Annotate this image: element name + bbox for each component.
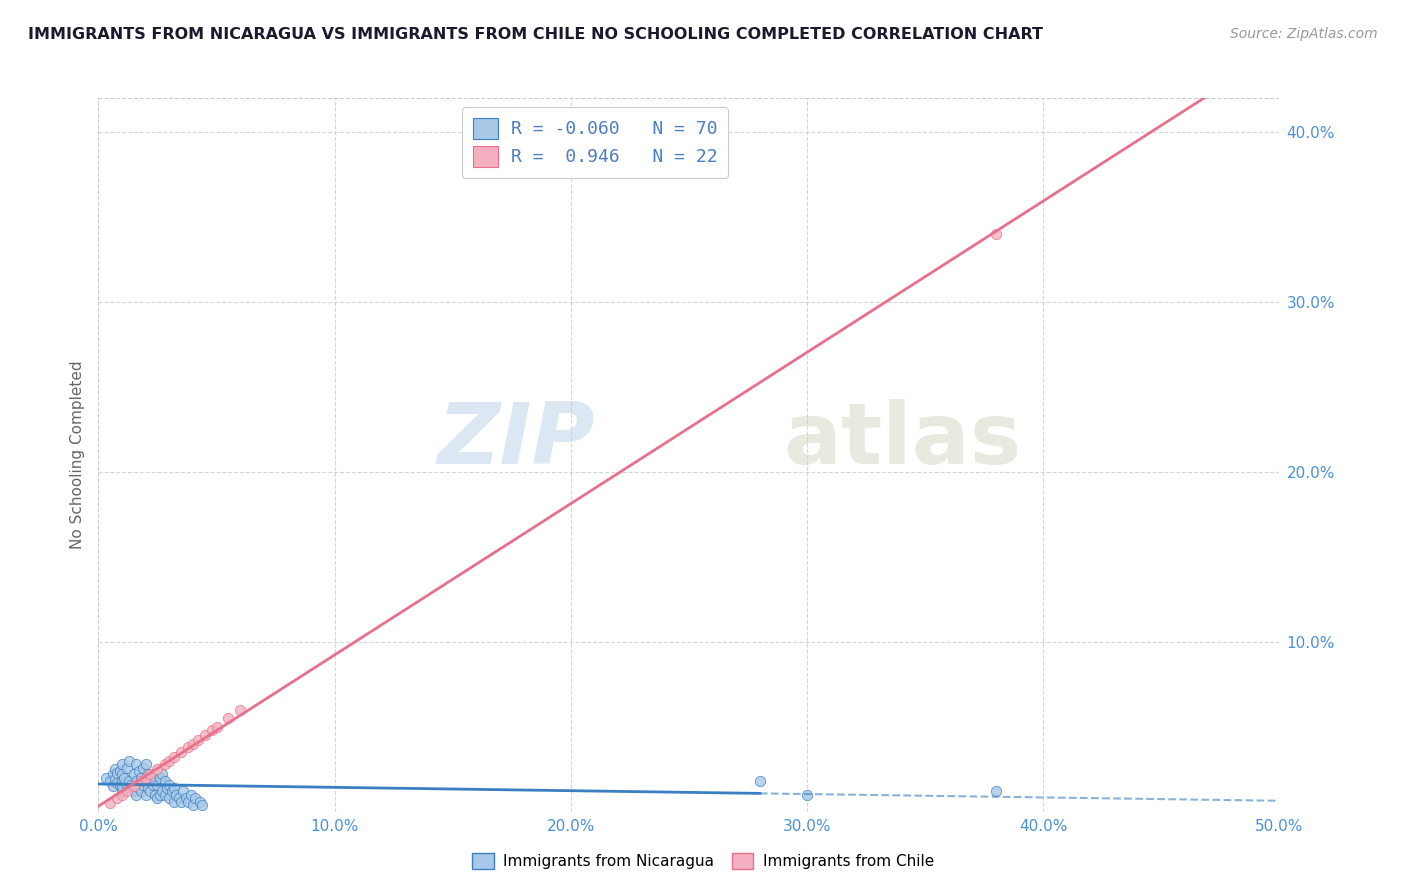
Point — [108, 778, 131, 792]
Point — [160, 784, 183, 798]
Point — [118, 754, 141, 768]
Point — [139, 771, 162, 785]
Point — [111, 757, 134, 772]
Point — [146, 778, 169, 792]
Point — [115, 784, 138, 798]
Point — [125, 757, 148, 772]
Point — [146, 762, 169, 776]
Point — [121, 778, 143, 792]
Point — [136, 780, 159, 795]
Point — [104, 762, 127, 776]
Point — [170, 745, 193, 759]
Point — [122, 779, 145, 793]
Point — [157, 791, 180, 805]
Point — [163, 750, 186, 764]
Point — [153, 757, 176, 772]
Point — [115, 780, 138, 795]
Point — [111, 779, 134, 793]
Legend: R = -0.060   N = 70, R =  0.946   N = 22: R = -0.060 N = 70, R = 0.946 N = 22 — [461, 107, 728, 178]
Point — [153, 774, 176, 789]
Point — [150, 767, 173, 781]
Point — [101, 767, 124, 781]
Point — [105, 791, 128, 805]
Point — [174, 791, 197, 805]
Point — [139, 784, 162, 798]
Text: ZIP: ZIP — [437, 399, 595, 483]
Point — [132, 778, 155, 792]
Point — [129, 784, 152, 798]
Point — [143, 774, 166, 789]
Point — [143, 788, 166, 802]
Point — [135, 774, 157, 789]
Point — [122, 767, 145, 781]
Point — [149, 788, 172, 802]
Point — [104, 772, 127, 787]
Point — [149, 771, 172, 785]
Point — [156, 780, 179, 795]
Point — [170, 795, 193, 809]
Point — [129, 774, 152, 789]
Point — [135, 757, 157, 772]
Point — [194, 728, 217, 742]
Point — [177, 795, 200, 809]
Text: Source: ZipAtlas.com: Source: ZipAtlas.com — [1230, 27, 1378, 41]
Point — [188, 795, 211, 809]
Point — [187, 733, 209, 747]
Point — [128, 780, 150, 795]
Y-axis label: No Schooling Completed: No Schooling Completed — [69, 360, 84, 549]
Point — [125, 774, 148, 789]
Point — [112, 771, 135, 785]
Point — [796, 788, 818, 802]
Point — [191, 797, 214, 812]
Point — [128, 764, 150, 778]
Text: IMMIGRANTS FROM NICARAGUA VS IMMIGRANTS FROM CHILE NO SCHOOLING COMPLETED CORREL: IMMIGRANTS FROM NICARAGUA VS IMMIGRANTS … — [28, 27, 1043, 42]
Point — [115, 760, 138, 774]
Point — [129, 771, 152, 785]
Point — [163, 780, 186, 795]
Point — [184, 791, 207, 805]
Point — [217, 711, 239, 725]
Point — [984, 227, 1007, 241]
Point — [132, 760, 155, 774]
Point — [135, 771, 157, 785]
Point — [135, 788, 157, 802]
Legend: Immigrants from Nicaragua, Immigrants from Chile: Immigrants from Nicaragua, Immigrants fr… — [465, 847, 941, 875]
Text: atlas: atlas — [783, 399, 1022, 483]
Point — [118, 774, 141, 789]
Point — [157, 754, 180, 768]
Point — [111, 788, 134, 802]
Point — [142, 778, 165, 792]
Point — [181, 737, 204, 751]
Point — [111, 774, 134, 789]
Point — [167, 791, 190, 805]
Point — [180, 788, 202, 802]
Point — [111, 784, 134, 798]
Point — [122, 784, 145, 798]
Point — [984, 784, 1007, 798]
Point — [108, 764, 131, 778]
Point — [153, 788, 176, 802]
Point — [136, 767, 159, 781]
Point — [163, 795, 186, 809]
Point — [177, 740, 200, 755]
Point — [157, 778, 180, 792]
Point — [150, 784, 173, 798]
Point — [229, 703, 252, 717]
Point — [111, 767, 134, 781]
Point — [181, 797, 204, 812]
Point — [98, 774, 121, 789]
Point — [205, 720, 228, 734]
Point — [139, 767, 162, 781]
Point — [94, 771, 117, 785]
Point — [165, 788, 187, 802]
Point — [201, 723, 224, 738]
Point — [125, 788, 148, 802]
Point — [748, 774, 770, 789]
Point — [146, 791, 169, 805]
Point — [172, 784, 194, 798]
Point — [105, 765, 128, 780]
Point — [98, 796, 121, 810]
Point — [105, 776, 128, 790]
Point — [101, 779, 124, 793]
